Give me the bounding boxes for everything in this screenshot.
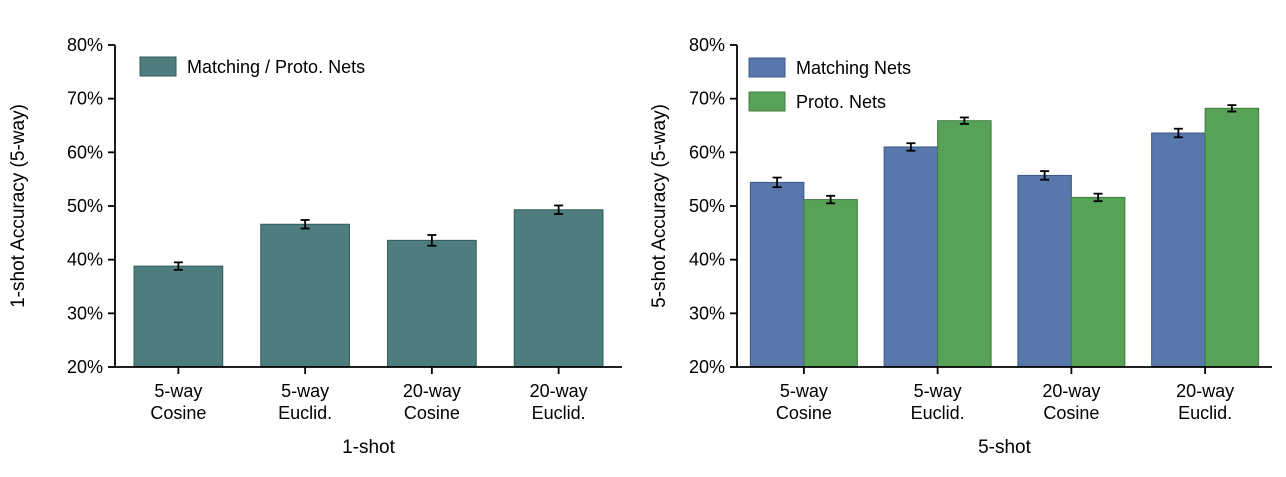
bar-matching-nets-20-way-euclid (1151, 132, 1206, 368)
legend-swatch-proto-nets (748, 91, 786, 112)
x-tick-label-line2: Cosine (150, 403, 206, 423)
y-tick-label: 30% (67, 303, 103, 323)
x-axis-label: 1-shot (342, 437, 396, 458)
y-tick-label: 40% (67, 250, 103, 270)
bar-matching-nets-5-way-euclid (883, 146, 939, 368)
x-tick-label-line1: 20-way (1176, 381, 1234, 401)
y-tick-label: 80% (689, 35, 725, 55)
bar-proto-nets-20-way-cosine (1070, 196, 1126, 368)
y-tick-label: 70% (689, 89, 725, 109)
x-tick-label-line2: Cosine (1043, 403, 1099, 423)
chart-1shot: 20% 30% 40% 50% 60% 70% 80% 5-way Cosine 5-way Euc… (0, 0, 645, 472)
x-tick-label-line2: Cosine (776, 403, 832, 423)
bar-matching-proto-nets-5-way-cosine (133, 265, 224, 368)
bar-matching-nets-5-way-cosine (749, 181, 805, 368)
x-tick-label-line1: 20-way (1042, 381, 1100, 401)
y-tick-label: 20% (67, 357, 103, 377)
x-tick-label-line2: Cosine (404, 403, 460, 423)
y-tick-label: 30% (689, 303, 725, 323)
y-tick-label: 50% (689, 196, 725, 216)
x-tick-label-line2: Euclid. (532, 403, 586, 423)
bar-proto-nets-20-way-euclid (1204, 107, 1260, 368)
x-tick-label-line2: Euclid. (278, 403, 332, 423)
y-axis-label: 1-shot Accuracy (5-way) (8, 104, 29, 308)
x-tick-label-line2: Euclid. (911, 403, 965, 423)
legend-label-proto-nets: Proto. Nets (796, 92, 886, 112)
bar-chart-svg-5-shot: 20%30%40%50%60%70%80%5-wayCosine5-wayEuc… (649, 35, 1272, 458)
bar-matching-nets-20-way-cosine (1017, 174, 1072, 368)
y-tick-label: 60% (689, 142, 725, 162)
x-tick-label-line1: 5-way (914, 381, 962, 401)
bar-proto-nets-5-way-euclid (937, 120, 992, 368)
legend-label-matching-proto-nets: Matching / Proto. Nets (187, 57, 365, 77)
x-tick-label-line1: 5-way (154, 381, 202, 401)
y-tick-label: 70% (67, 89, 103, 109)
legend-swatch-matching-proto-nets (139, 56, 177, 77)
y-tick-label: 80% (67, 35, 103, 55)
legend-label-matching-nets: Matching Nets (796, 58, 911, 78)
bar-matching-proto-nets-5-way-euclid (260, 223, 350, 368)
bar-matching-proto-nets-20-way-euclid (513, 209, 604, 368)
y-tick-label: 60% (67, 142, 103, 162)
x-axis-label: 5-shot (978, 437, 1032, 458)
x-tick-label-line1: 5-way (780, 381, 828, 401)
x-tick-label-line1: 20-way (403, 381, 461, 401)
x-tick-label-line1: 20-way (530, 381, 588, 401)
x-tick-label-line2: Euclid. (1178, 403, 1232, 423)
y-tick-label: 20% (689, 357, 725, 377)
bar-proto-nets-5-way-cosine (803, 199, 858, 368)
x-tick-label-line1: 5-way (281, 381, 329, 401)
legend-swatch-matching-nets (748, 57, 786, 78)
y-tick-label: 50% (67, 196, 103, 216)
bar-matching-proto-nets-20-way-cosine (387, 239, 477, 368)
y-axis-label: 5-shot Accuracy (5-way) (649, 104, 670, 308)
bar-chart-svg-1-shot: 20%30%40%50%60%70%80%5-wayCosine5-wayEuc… (8, 35, 622, 458)
chart-5shot: 20% 30% 40% 50% 60% 70% 80% 5-way Cosine 5-way Euc… (645, 0, 1286, 472)
y-tick-label: 40% (689, 250, 725, 270)
